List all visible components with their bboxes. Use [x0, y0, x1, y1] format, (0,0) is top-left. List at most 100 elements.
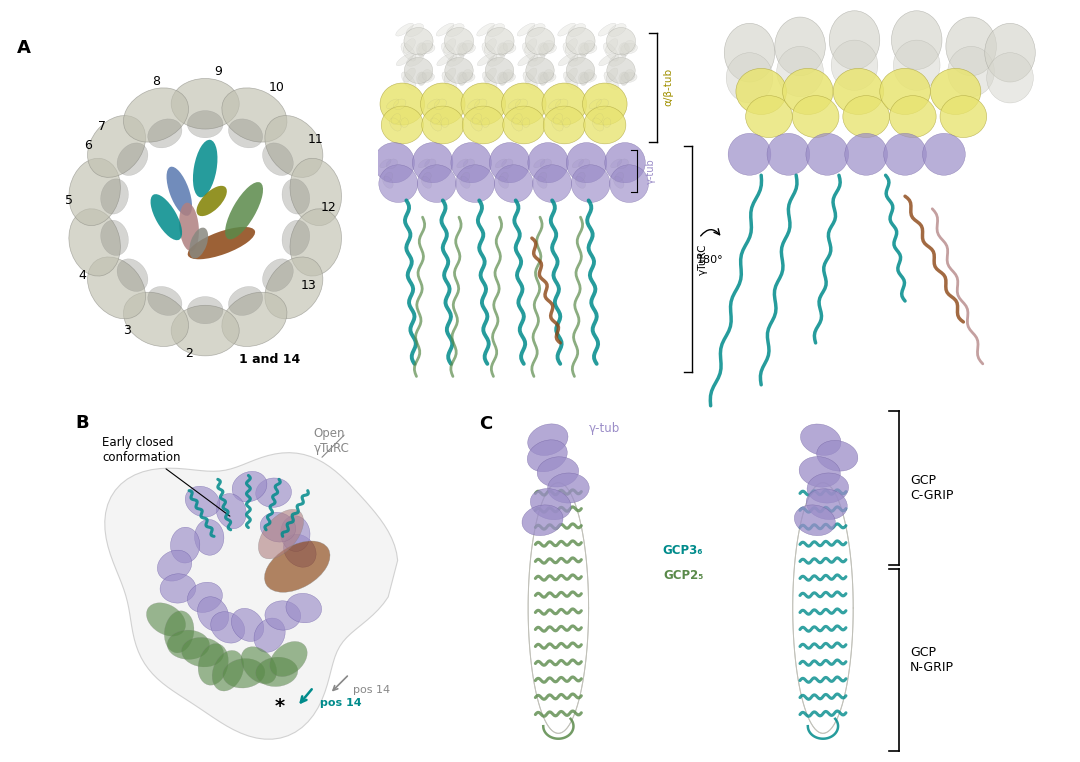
Ellipse shape [424, 159, 436, 168]
Ellipse shape [500, 43, 516, 54]
Ellipse shape [471, 118, 482, 131]
Ellipse shape [799, 456, 840, 487]
Ellipse shape [231, 608, 264, 642]
Ellipse shape [502, 106, 544, 144]
Ellipse shape [615, 172, 623, 182]
Ellipse shape [594, 114, 603, 124]
Text: 11: 11 [308, 133, 323, 146]
Ellipse shape [596, 99, 608, 110]
Ellipse shape [256, 478, 292, 507]
Ellipse shape [530, 488, 571, 520]
Ellipse shape [87, 257, 146, 319]
Ellipse shape [422, 172, 431, 182]
Ellipse shape [430, 118, 442, 131]
Ellipse shape [484, 39, 497, 53]
Ellipse shape [117, 143, 148, 175]
Text: 13: 13 [301, 279, 316, 292]
Ellipse shape [419, 72, 434, 82]
Ellipse shape [420, 83, 465, 125]
Ellipse shape [403, 39, 416, 53]
Ellipse shape [540, 43, 556, 54]
Ellipse shape [609, 53, 626, 66]
Ellipse shape [282, 179, 310, 214]
Text: pos 14: pos 14 [352, 685, 390, 696]
Ellipse shape [222, 658, 265, 688]
Ellipse shape [621, 72, 637, 82]
Ellipse shape [211, 612, 245, 643]
Ellipse shape [543, 40, 554, 52]
Ellipse shape [193, 139, 217, 197]
Ellipse shape [523, 43, 538, 61]
Ellipse shape [528, 53, 545, 66]
Ellipse shape [498, 176, 509, 188]
Ellipse shape [987, 53, 1034, 103]
Ellipse shape [613, 176, 624, 188]
Ellipse shape [526, 57, 554, 84]
Ellipse shape [117, 259, 148, 291]
Ellipse shape [260, 512, 296, 542]
Ellipse shape [767, 133, 810, 175]
Ellipse shape [606, 68, 618, 82]
Ellipse shape [833, 69, 883, 114]
Ellipse shape [446, 24, 464, 37]
Ellipse shape [540, 72, 556, 82]
Polygon shape [793, 482, 853, 733]
Ellipse shape [829, 11, 880, 69]
Ellipse shape [216, 494, 246, 529]
Ellipse shape [598, 23, 616, 36]
Ellipse shape [457, 159, 468, 168]
Ellipse shape [171, 306, 240, 356]
Text: 9: 9 [214, 65, 222, 78]
Ellipse shape [390, 118, 401, 131]
Ellipse shape [948, 46, 995, 97]
Ellipse shape [442, 118, 449, 127]
Ellipse shape [179, 203, 199, 251]
Ellipse shape [461, 83, 505, 125]
Ellipse shape [160, 574, 195, 603]
Ellipse shape [604, 43, 619, 61]
Text: γ-tub: γ-tub [589, 422, 620, 435]
Ellipse shape [406, 24, 423, 37]
Ellipse shape [391, 114, 401, 124]
Ellipse shape [462, 40, 473, 52]
Ellipse shape [284, 534, 316, 567]
Ellipse shape [472, 114, 482, 124]
Ellipse shape [281, 516, 310, 552]
Ellipse shape [442, 43, 457, 61]
Ellipse shape [572, 159, 583, 168]
Ellipse shape [800, 424, 841, 456]
Text: γTuRC: γTuRC [698, 243, 708, 275]
Ellipse shape [482, 118, 489, 127]
Ellipse shape [418, 159, 430, 168]
Ellipse shape [87, 116, 146, 178]
Ellipse shape [606, 39, 618, 53]
Ellipse shape [605, 142, 646, 183]
Ellipse shape [563, 118, 570, 127]
Ellipse shape [406, 53, 423, 66]
Ellipse shape [188, 227, 255, 259]
Ellipse shape [583, 106, 625, 144]
Ellipse shape [511, 118, 523, 131]
Ellipse shape [258, 509, 303, 559]
Ellipse shape [499, 72, 507, 85]
Ellipse shape [489, 142, 530, 183]
Ellipse shape [419, 43, 435, 54]
Ellipse shape [427, 99, 440, 109]
Polygon shape [528, 482, 589, 733]
Ellipse shape [543, 106, 585, 144]
Ellipse shape [387, 159, 397, 168]
Ellipse shape [483, 72, 497, 90]
Ellipse shape [581, 43, 597, 54]
Ellipse shape [474, 99, 487, 110]
Ellipse shape [445, 57, 473, 84]
Text: 10: 10 [269, 81, 284, 94]
Ellipse shape [69, 209, 120, 276]
Ellipse shape [485, 57, 514, 84]
Ellipse shape [502, 159, 513, 168]
Ellipse shape [396, 53, 414, 66]
Ellipse shape [187, 582, 222, 613]
Ellipse shape [555, 99, 568, 110]
Text: 1 and 14: 1 and 14 [240, 353, 300, 366]
Ellipse shape [537, 176, 548, 188]
Ellipse shape [607, 57, 635, 84]
